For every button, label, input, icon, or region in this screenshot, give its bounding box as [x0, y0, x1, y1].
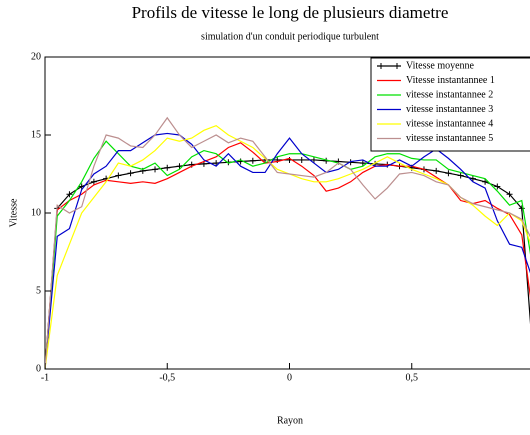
point-marker: [482, 178, 489, 185]
point-marker: [176, 163, 183, 170]
series-line: [45, 132, 530, 369]
legend-label: vitesse instantannee 3: [406, 104, 493, 115]
series-line: [45, 142, 530, 369]
series-line: [45, 159, 530, 369]
point-marker: [359, 160, 366, 167]
series-line: [45, 124, 530, 369]
point-marker: [506, 191, 513, 198]
chart-title: Profils de vitesse le long de plusieurs …: [132, 3, 449, 22]
legend-label: vitesse instantannee 5: [406, 133, 493, 144]
point-marker: [469, 175, 476, 182]
plot-area: [45, 116, 530, 369]
legend-label: vitesse instantannee 2: [406, 89, 493, 100]
point-marker: [115, 172, 122, 179]
series-line: [45, 140, 530, 369]
legend-label: vitesse instantannee 4: [406, 118, 493, 129]
x-tick-label: 0: [287, 372, 292, 383]
point-marker: [249, 157, 256, 164]
point-marker: [457, 172, 464, 179]
legend-label: Vitesse instantannee 1: [406, 75, 495, 86]
point-marker: [518, 205, 525, 212]
y-axis-label: Vitesse: [8, 198, 19, 227]
point-marker: [152, 166, 159, 173]
point-marker: [494, 183, 501, 190]
y-tick-label: 10: [31, 207, 41, 218]
series-line: [45, 116, 530, 369]
x-tick-label: -0,5: [159, 372, 175, 383]
point-marker: [445, 170, 452, 177]
y-tick-label: 20: [31, 51, 41, 62]
y-tick-label: 0: [36, 363, 41, 374]
point-marker: [298, 156, 305, 163]
point-marker: [310, 156, 317, 163]
legend-label: Vitesse moyenne: [406, 60, 475, 71]
point-marker: [127, 170, 134, 177]
point-marker: [90, 178, 97, 185]
point-marker: [433, 167, 440, 174]
y-tick-label: 15: [31, 129, 41, 140]
point-marker: [213, 160, 220, 167]
chart-subtitle: simulation d'un conduit periodique turbu…: [201, 31, 379, 42]
legend-box: [370, 57, 530, 152]
point-marker: [66, 191, 73, 198]
x-tick-label: -1: [41, 372, 49, 383]
x-tick-label: 0,5: [406, 372, 419, 383]
y-tick-label: 5: [36, 285, 41, 296]
legend-marker: [378, 63, 384, 69]
x-axis-label: Rayon: [277, 415, 303, 426]
point-marker: [164, 164, 171, 171]
legend-marker: [394, 63, 400, 69]
